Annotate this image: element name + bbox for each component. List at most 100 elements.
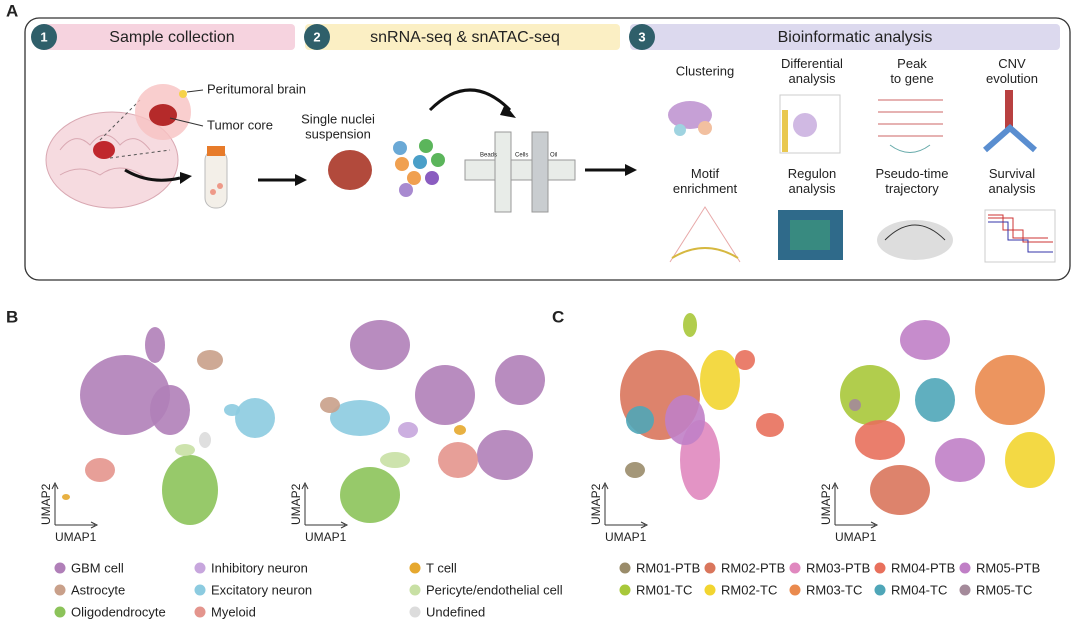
axis-arrow bbox=[604, 485, 645, 526]
legend-label: RM04-TC bbox=[891, 582, 947, 597]
legend-label: RM01-PTB bbox=[636, 560, 700, 575]
brain-illustration bbox=[45, 84, 228, 209]
legend-label: RM03-PTB bbox=[806, 560, 870, 575]
umap-cluster bbox=[840, 365, 900, 425]
analysis-title: Survival bbox=[989, 166, 1035, 181]
annotation: Tumor core bbox=[207, 117, 273, 132]
legend-label: Pericyte/endothelial cell bbox=[426, 582, 563, 597]
axis-arrow bbox=[304, 485, 345, 526]
umap-cluster bbox=[1005, 432, 1055, 488]
umap-cluster bbox=[915, 378, 955, 422]
axis-label: UMAP2 bbox=[289, 483, 303, 525]
legend-label: RM01-TC bbox=[636, 582, 692, 597]
legend-swatch bbox=[874, 562, 886, 574]
step-number: 1 bbox=[40, 29, 47, 44]
legend-label: T cell bbox=[426, 560, 457, 575]
step-number: 2 bbox=[313, 29, 320, 44]
legend-swatch bbox=[619, 562, 631, 574]
panel-label: B bbox=[6, 307, 18, 326]
umap-cluster bbox=[438, 442, 478, 478]
chip-label: Beads bbox=[480, 153, 497, 159]
step-title: snRNA-seq & snATAC-seq bbox=[370, 29, 560, 46]
arrow-head bbox=[601, 481, 649, 529]
umap-cluster bbox=[665, 395, 705, 445]
legend-swatch bbox=[54, 562, 66, 574]
step-number: 3 bbox=[638, 29, 645, 44]
umap-cluster bbox=[380, 452, 410, 468]
umap-cluster bbox=[900, 320, 950, 360]
legend-label: Excitatory neuron bbox=[211, 582, 312, 597]
legend-label: RM02-PTB bbox=[721, 560, 785, 575]
legend-swatch bbox=[194, 584, 206, 596]
axis-label: UMAP2 bbox=[589, 483, 603, 525]
nuclei-illustration bbox=[328, 131, 576, 213]
step-title: Sample collection bbox=[109, 29, 234, 46]
step-badge bbox=[304, 24, 330, 50]
step-band bbox=[40, 24, 295, 50]
umap-cluster bbox=[495, 355, 545, 405]
analysis-title: analysis bbox=[789, 71, 836, 86]
legend-label: RM04-PTB bbox=[891, 560, 955, 575]
umap-cluster bbox=[62, 494, 70, 500]
umap-cluster bbox=[415, 365, 475, 425]
legend-swatch bbox=[409, 584, 421, 596]
legend-swatch bbox=[959, 584, 971, 596]
step-badge bbox=[629, 24, 655, 50]
panel-frame bbox=[24, 17, 1071, 281]
umap-cluster bbox=[454, 425, 466, 435]
umap-cluster bbox=[975, 355, 1045, 425]
chip-label: Oil bbox=[550, 153, 557, 159]
legend-swatch bbox=[704, 562, 716, 574]
legend-swatch bbox=[789, 584, 801, 596]
umap-cluster bbox=[80, 355, 170, 435]
axis-arrow bbox=[54, 485, 95, 526]
umap-cluster bbox=[162, 455, 218, 525]
umap-cluster bbox=[350, 320, 410, 370]
axis-label: UMAP2 bbox=[39, 483, 53, 525]
umap-cluster bbox=[855, 420, 905, 460]
umap-cluster bbox=[330, 400, 390, 436]
legend-swatch bbox=[704, 584, 716, 596]
axis-label: UMAP1 bbox=[305, 530, 347, 544]
umap-cluster bbox=[849, 399, 861, 411]
analysis-title: Clustering bbox=[676, 63, 735, 78]
analysis-title: Regulon bbox=[788, 166, 836, 181]
umap-cluster bbox=[235, 398, 275, 438]
axis-arrow bbox=[834, 485, 875, 526]
analysis-title: analysis bbox=[789, 181, 836, 196]
legend-label: RM02-TC bbox=[721, 582, 777, 597]
umap-cluster bbox=[320, 397, 340, 413]
umap-cluster bbox=[145, 327, 165, 363]
step-badge bbox=[31, 24, 57, 50]
analysis-title: analysis bbox=[989, 181, 1036, 196]
panel-label: A bbox=[6, 1, 18, 20]
legend-label: Myeloid bbox=[211, 604, 256, 619]
arrow-head bbox=[831, 481, 879, 529]
umap-cluster bbox=[756, 413, 784, 437]
legend-label: Inhibitory neuron bbox=[211, 560, 308, 575]
analysis-title: Differential bbox=[781, 56, 843, 71]
legend-label: GBM cell bbox=[71, 560, 124, 575]
legend-swatch bbox=[194, 562, 206, 574]
analysis-title: Peak bbox=[897, 56, 927, 71]
legend-swatch bbox=[959, 562, 971, 574]
analysis-title: to gene bbox=[890, 71, 933, 86]
analysis-title: enrichment bbox=[673, 181, 738, 196]
analysis-title: Motif bbox=[691, 166, 720, 181]
umap-cluster bbox=[735, 350, 755, 370]
step-badges: 1 2 3 bbox=[31, 24, 655, 50]
analysis-title: Pseudo-time bbox=[876, 166, 949, 181]
legend-label: RM05-PTB bbox=[976, 560, 1040, 575]
legend-swatch bbox=[409, 606, 421, 618]
legend-label: Oligodendrocyte bbox=[71, 604, 166, 619]
umap-cluster bbox=[398, 422, 418, 438]
legend-swatch bbox=[409, 562, 421, 574]
annotation: Single nuclei bbox=[301, 111, 375, 126]
step-band bbox=[305, 24, 620, 50]
step-title: Bioinformatic analysis bbox=[778, 29, 933, 46]
legend-label: Astrocyte bbox=[71, 582, 125, 597]
chip-label: Cells bbox=[515, 153, 528, 159]
umap-cluster bbox=[477, 430, 533, 480]
legend-swatch bbox=[54, 584, 66, 596]
